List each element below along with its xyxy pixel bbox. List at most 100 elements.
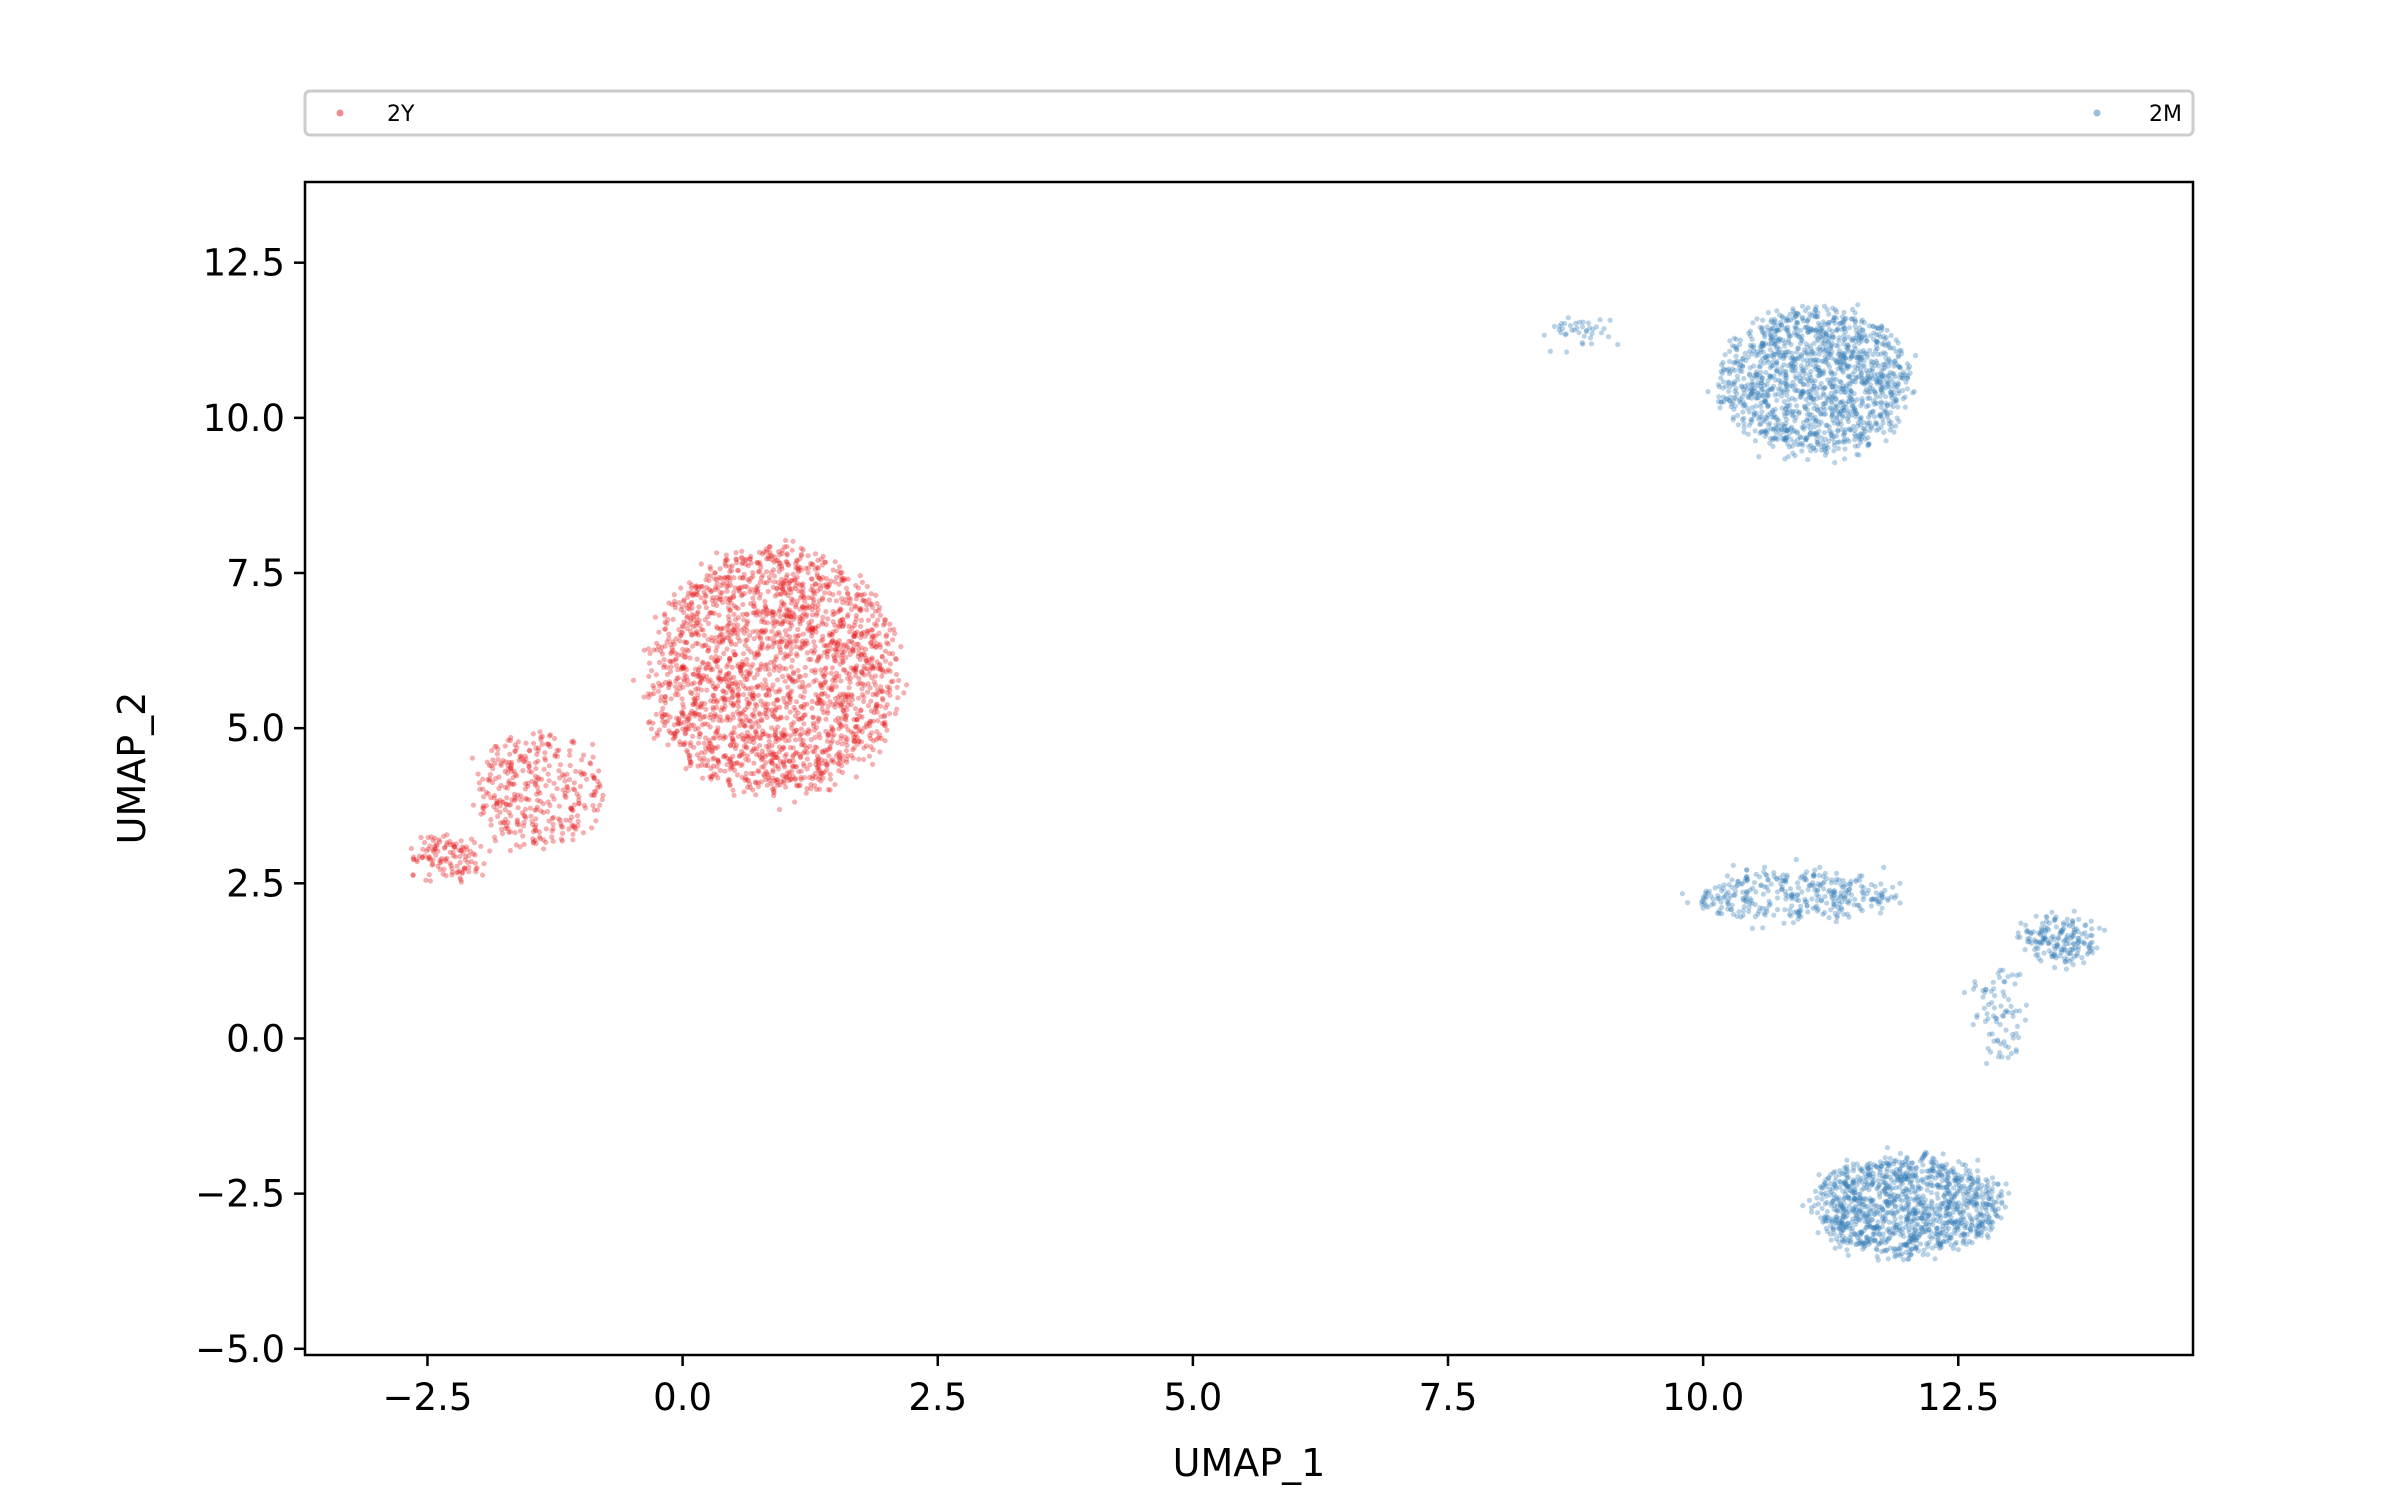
point-2Y: [705, 620, 712, 627]
point-2Y: [874, 701, 880, 707]
point-2M: [1868, 333, 1874, 339]
point-2M: [1833, 433, 1840, 439]
point-2Y: [562, 790, 568, 796]
point-2Y: [711, 755, 717, 761]
point-2Y: [736, 753, 743, 759]
point-2Y: [806, 620, 812, 626]
point-2Y: [694, 673, 700, 680]
point-2Y: [466, 869, 472, 875]
point-2M: [2023, 922, 2029, 928]
point-2Y: [529, 778, 535, 784]
point-2Y: [727, 656, 733, 663]
point-2M: [1859, 375, 1865, 381]
point-2Y: [706, 745, 712, 751]
point-2Y: [875, 617, 881, 623]
point-2Y: [680, 629, 686, 635]
point-2Y: [799, 715, 805, 722]
point-2Y: [688, 710, 694, 717]
point-2M: [1865, 414, 1872, 420]
point-2M: [1768, 881, 1774, 887]
point-2Y: [692, 631, 698, 637]
point-2M: [1814, 407, 1820, 413]
point-2M: [1774, 366, 1780, 372]
point-2Y: [822, 559, 828, 565]
point-2Y: [512, 748, 518, 754]
point-2Y: [702, 713, 708, 720]
point-2Y: [798, 646, 804, 652]
point-2Y: [878, 713, 884, 720]
point-2Y: [773, 716, 780, 723]
point-2Y: [867, 667, 873, 673]
point-2Y: [599, 796, 605, 803]
point-2Y: [702, 600, 708, 606]
point-2Y: [787, 776, 794, 783]
point-2M: [1862, 436, 1869, 442]
point-2Y: [698, 762, 705, 768]
point-2Y: [725, 629, 731, 635]
point-2M: [1815, 357, 1821, 363]
point-2Y: [727, 655, 733, 662]
point-2M: [1753, 353, 1759, 359]
point-2Y: [511, 791, 517, 798]
point-2Y: [729, 689, 735, 695]
point-2Y: [740, 709, 746, 715]
point-2Y: [704, 584, 710, 591]
point-2Y: [744, 696, 750, 703]
point-2M: [1762, 334, 1768, 340]
point-2Y: [858, 634, 864, 641]
point-2Y: [554, 753, 561, 760]
point-2Y: [505, 737, 511, 743]
point-2Y: [751, 651, 758, 657]
point-2Y: [773, 557, 779, 564]
point-2M: [1786, 397, 1792, 403]
point-2Y: [430, 857, 436, 863]
point-2M: [1900, 375, 1906, 381]
point-2Y: [543, 839, 549, 846]
point-2M: [1860, 431, 1866, 437]
point-2M: [1837, 359, 1843, 365]
point-2Y: [755, 718, 761, 725]
point-2Y: [690, 733, 696, 739]
point-2Y: [836, 590, 842, 596]
point-2Y: [759, 718, 765, 724]
point-2Y: [800, 761, 807, 767]
point-2Y: [531, 740, 537, 746]
point-2Y: [567, 748, 573, 754]
point-2Y: [682, 650, 688, 656]
point-2Y: [467, 848, 474, 855]
point-2Y: [448, 863, 454, 869]
point-2Y: [562, 793, 568, 799]
point-2M: [1795, 885, 1802, 891]
point-2Y: [725, 777, 731, 783]
point-2Y: [739, 718, 746, 724]
point-2Y: [761, 771, 767, 778]
point-2Y: [580, 770, 587, 777]
point-2Y: [829, 738, 835, 744]
point-2M: [1854, 877, 1860, 883]
point-2Y: [680, 712, 686, 718]
point-2Y: [691, 696, 697, 702]
point-2Y: [877, 666, 884, 673]
point-2Y: [751, 771, 757, 777]
point-2M: [1716, 394, 1722, 400]
point-2M: [1763, 370, 1769, 376]
point-2Y: [713, 653, 719, 660]
point-2Y: [781, 780, 787, 786]
point-2Y: [681, 741, 687, 747]
point-2Y: [830, 619, 836, 625]
point-2Y: [818, 653, 824, 659]
point-2Y: [472, 852, 478, 858]
point-2Y: [828, 578, 834, 584]
point-2M: [1787, 911, 1793, 917]
point-2Y: [414, 857, 420, 863]
point-2M: [1782, 369, 1788, 375]
point-2Y: [737, 585, 743, 591]
point-2Y: [860, 650, 867, 656]
point-2M: [1980, 994, 1986, 1000]
point-2Y: [808, 656, 814, 663]
point-2Y: [488, 763, 494, 769]
point-2Y: [435, 863, 441, 869]
point-2Y: [784, 701, 790, 707]
point-2M: [1746, 409, 1752, 415]
point-2Y: [570, 738, 576, 744]
